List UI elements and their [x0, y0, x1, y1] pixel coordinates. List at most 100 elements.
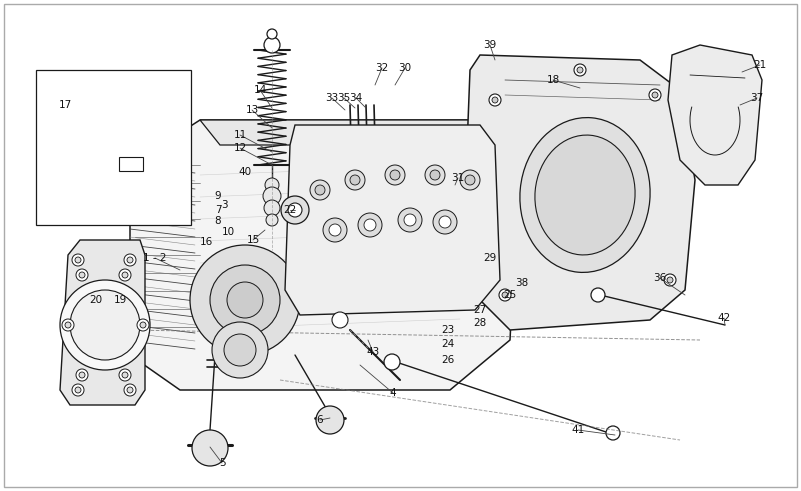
Circle shape	[430, 170, 440, 180]
Circle shape	[323, 218, 347, 242]
Circle shape	[329, 224, 341, 236]
Circle shape	[79, 372, 85, 378]
Circle shape	[212, 322, 268, 378]
Circle shape	[384, 354, 400, 370]
Text: 31: 31	[452, 173, 465, 183]
Circle shape	[281, 196, 309, 224]
Bar	[36, 70, 191, 225]
Text: 13: 13	[245, 105, 259, 115]
Text: 16: 16	[199, 237, 212, 247]
Text: 25: 25	[503, 290, 517, 300]
Circle shape	[65, 322, 71, 328]
Circle shape	[70, 290, 140, 360]
Circle shape	[425, 165, 445, 185]
Polygon shape	[668, 45, 762, 185]
Circle shape	[502, 292, 508, 298]
Text: 17: 17	[58, 100, 71, 110]
Text: 19: 19	[114, 295, 127, 305]
Circle shape	[591, 288, 605, 302]
Ellipse shape	[520, 117, 650, 273]
Circle shape	[404, 214, 416, 226]
Circle shape	[390, 170, 400, 180]
Text: 29: 29	[483, 253, 497, 263]
Circle shape	[350, 175, 360, 185]
Text: 24: 24	[441, 339, 455, 349]
Circle shape	[288, 203, 302, 217]
Text: 4: 4	[390, 388, 396, 398]
Circle shape	[76, 269, 88, 281]
Circle shape	[460, 170, 480, 190]
Text: 14: 14	[253, 85, 267, 95]
Circle shape	[137, 319, 149, 331]
Polygon shape	[200, 120, 510, 145]
Circle shape	[127, 387, 133, 393]
Circle shape	[264, 200, 280, 216]
Circle shape	[119, 269, 131, 281]
Ellipse shape	[535, 135, 635, 255]
Circle shape	[76, 369, 88, 381]
Text: 23: 23	[441, 325, 455, 335]
Circle shape	[266, 214, 278, 226]
Circle shape	[60, 280, 150, 370]
Circle shape	[577, 67, 583, 73]
Text: 21: 21	[754, 60, 767, 70]
Text: 7: 7	[215, 205, 221, 215]
Text: 42: 42	[718, 313, 731, 323]
Text: 41: 41	[571, 425, 585, 435]
Text: 3: 3	[221, 200, 227, 210]
Circle shape	[79, 272, 85, 278]
Circle shape	[140, 322, 146, 328]
Circle shape	[345, 170, 365, 190]
Text: 38: 38	[515, 278, 529, 288]
Text: 1 - 2: 1 - 2	[143, 253, 167, 263]
Circle shape	[310, 180, 330, 200]
Text: 18: 18	[546, 75, 560, 85]
Circle shape	[124, 254, 136, 266]
Text: 28: 28	[473, 318, 487, 328]
Circle shape	[75, 257, 81, 263]
Circle shape	[127, 257, 133, 263]
Text: 22: 22	[284, 205, 296, 215]
Circle shape	[664, 274, 676, 286]
Text: 26: 26	[441, 355, 455, 365]
Bar	[119, 157, 143, 171]
Circle shape	[332, 312, 348, 328]
Text: 27: 27	[473, 305, 487, 315]
Text: 11: 11	[233, 130, 247, 140]
Circle shape	[190, 245, 300, 355]
Text: MOTORPARTS: MOTORPARTS	[354, 298, 546, 322]
Circle shape	[667, 277, 673, 283]
Circle shape	[433, 210, 457, 234]
Polygon shape	[130, 120, 520, 390]
Circle shape	[122, 272, 128, 278]
Text: 5: 5	[219, 458, 225, 468]
Circle shape	[358, 213, 382, 237]
Circle shape	[224, 334, 256, 366]
Polygon shape	[60, 240, 145, 405]
Text: 43: 43	[366, 347, 380, 357]
Text: 34: 34	[349, 93, 363, 103]
Text: 10: 10	[221, 227, 235, 237]
Circle shape	[263, 187, 281, 205]
Text: 40: 40	[239, 167, 252, 177]
Circle shape	[264, 37, 280, 53]
Text: 8: 8	[215, 216, 221, 226]
Polygon shape	[465, 55, 695, 330]
Polygon shape	[285, 125, 500, 315]
Circle shape	[499, 289, 511, 301]
Circle shape	[210, 265, 280, 335]
Circle shape	[192, 430, 228, 466]
Circle shape	[72, 254, 84, 266]
Text: 15: 15	[247, 235, 260, 245]
Text: 36: 36	[654, 273, 666, 283]
Text: OEM: OEM	[327, 246, 453, 294]
Circle shape	[119, 369, 131, 381]
Text: 20: 20	[90, 295, 103, 305]
Text: 33: 33	[325, 93, 339, 103]
Circle shape	[316, 406, 344, 434]
Text: 12: 12	[233, 143, 247, 153]
Circle shape	[606, 426, 620, 440]
Circle shape	[122, 372, 128, 378]
Circle shape	[489, 94, 501, 106]
Circle shape	[649, 89, 661, 101]
